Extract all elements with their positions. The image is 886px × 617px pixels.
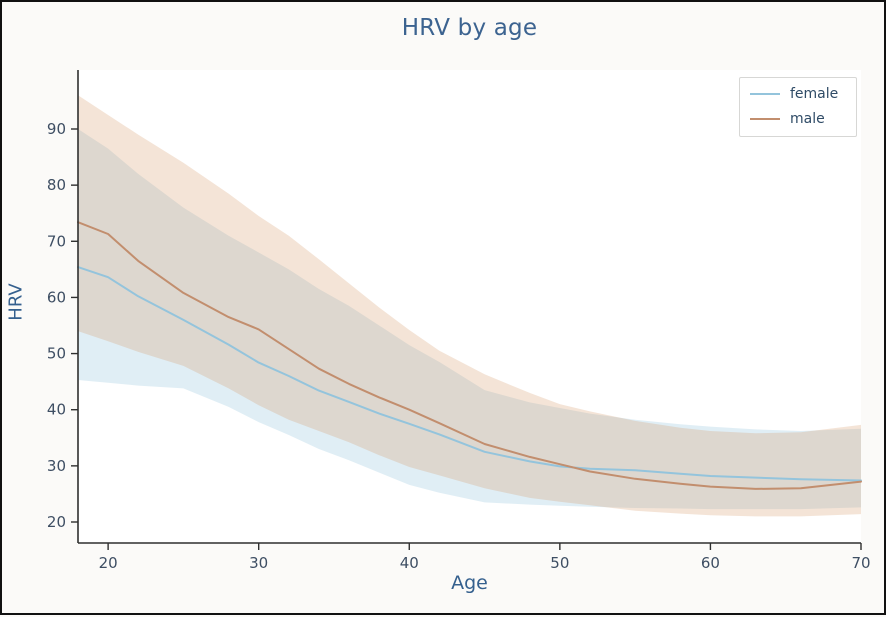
x-tick-label-40: 40 [400,554,419,572]
y-tick-label-40: 40 [47,401,66,419]
x-axis-label: Age [451,572,488,594]
female-line-swatch [750,93,780,95]
x-tick-label-60: 60 [701,554,720,572]
y-tick-label-70: 70 [47,232,66,250]
x-tick-label-50: 50 [550,554,569,572]
y-tick-label-20: 20 [47,513,66,531]
legend-item-male: male [750,111,846,127]
y-tick-label-90: 90 [47,120,66,138]
female-line [77,266,862,482]
legend-item-female: female [750,86,846,102]
y-axis-label: HRV [5,283,27,321]
y-tick-label-60: 60 [47,288,66,306]
male-confidence-band [78,95,861,517]
x-tick-label-30: 30 [249,554,268,572]
legend: female male [739,77,857,137]
x-tick-label-20: 20 [99,554,118,572]
male-line [77,221,862,490]
legend-label-male: male [790,111,825,127]
chart-title: HRV by age [401,15,538,41]
y-tick-label-30: 30 [47,457,66,475]
female-confidence-band [78,129,861,510]
legend-label-female: female [790,86,839,102]
x-tick-label-70: 70 [851,554,870,572]
y-tick-label-50: 50 [47,345,66,363]
male-line-swatch [750,118,780,120]
y-tick-label-80: 80 [47,176,66,194]
